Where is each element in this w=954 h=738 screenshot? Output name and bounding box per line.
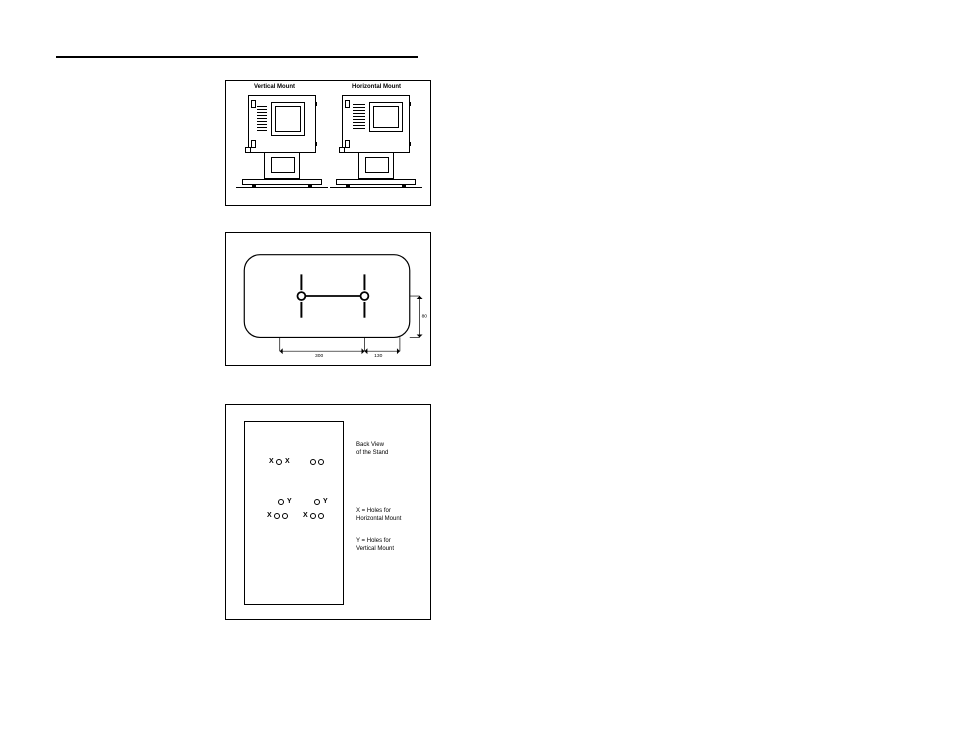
fig-base-dimensions: 300 130 80 <box>225 232 431 366</box>
fig3-legend-y-l2: Vertical Mount <box>356 546 394 552</box>
fig3-hole-t3 <box>318 459 324 465</box>
fig1-h-vents <box>353 104 365 132</box>
fig3-hole-b3 <box>310 513 316 519</box>
fig3-legend-x-l1: X = Holes for <box>356 508 391 514</box>
fig1-h-housing <box>342 95 410 153</box>
fig3-hole-b1 <box>274 513 280 519</box>
fig3-title: Back View of the Stand <box>356 441 388 457</box>
fig2-hole-right <box>361 292 369 300</box>
fig2-dim-offset: 130 <box>374 353 382 359</box>
fig3-hole-b2 <box>282 513 288 519</box>
fig-stand-back: X X Y Y X X Back View of the Stand X = H… <box>225 404 431 620</box>
fig1-title-horizontal: Horizontal Mount <box>352 84 401 90</box>
fig3-lbl-y3: Y <box>287 498 292 505</box>
fig1-h-stand <box>358 153 394 179</box>
fig1-v-screen <box>271 102 305 136</box>
page: Vertical Mount Horizontal Mount <box>0 0 954 738</box>
fig3-lbl-x3: X <box>267 512 272 519</box>
fig2-hole-left <box>297 292 305 300</box>
fig2-dim-width: 300 <box>315 353 323 359</box>
fig1-horizontal-mount <box>330 95 422 201</box>
fig1-title-vertical: Vertical Mount <box>254 84 295 90</box>
fig-mount-orientations: Vertical Mount Horizontal Mount <box>225 80 431 206</box>
fig1-h-screen <box>369 102 403 132</box>
fig3-hole-b4 <box>318 513 324 519</box>
fig1-v-vents <box>257 106 267 136</box>
fig1-vertical-mount <box>236 95 328 201</box>
fig3-hole-m2 <box>314 499 320 505</box>
fig3-title-l2: of the Stand <box>356 450 388 456</box>
header-rule <box>56 56 418 58</box>
fig3-hole-t2 <box>310 459 316 465</box>
fig3-hole-t1 <box>276 459 282 465</box>
fig3-hole-m1 <box>278 499 284 505</box>
fig2-svg: 300 130 80 <box>226 233 430 365</box>
fig1-v-stand <box>264 153 300 179</box>
fig3-lbl-x1: X <box>269 458 274 465</box>
fig3-title-l1: Back View <box>356 442 384 448</box>
fig3-plate: X X Y Y X X <box>244 421 344 605</box>
fig3-legend-y: Y = Holes for Vertical Mount <box>356 537 394 553</box>
fig3-legend-y-l1: Y = Holes for <box>356 538 391 544</box>
fig3-legend-x: X = Holes for Horizontal Mount <box>356 507 401 523</box>
fig2-dim-edge: 80 <box>422 314 428 320</box>
fig3-legend-x-l2: Horizontal Mount <box>356 516 401 522</box>
fig1-v-housing <box>248 95 316 153</box>
fig3-lbl-x4: X <box>303 512 308 519</box>
fig3-lbl-y1: X <box>285 458 290 465</box>
fig3-lbl-y4: Y <box>323 498 328 505</box>
